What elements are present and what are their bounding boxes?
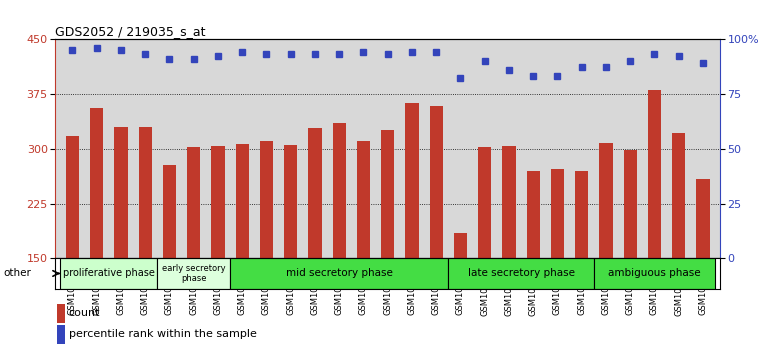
Bar [284,145,297,258]
Text: late secretory phase: late secretory phase [467,268,574,279]
Bar [624,150,637,258]
Bar [527,171,540,258]
Bar [672,133,685,258]
Bar [454,233,467,258]
Bar [381,130,394,258]
Bar [90,108,103,258]
Text: early secretory
phase: early secretory phase [162,264,226,283]
Bar [162,165,176,258]
Bar [308,128,322,258]
Bar [65,136,79,258]
Bar [139,127,152,258]
Bar [405,103,419,258]
Bar [448,258,594,289]
Bar [551,169,564,258]
Bar [211,147,225,258]
Bar [187,147,200,258]
Bar [114,127,128,258]
Bar [236,144,249,258]
Bar [478,147,491,258]
Text: other: other [4,268,32,279]
Text: count: count [69,308,100,318]
Bar [230,258,448,289]
Bar [599,143,613,258]
Bar [430,106,443,258]
Bar [696,179,710,258]
Bar [502,147,516,258]
Bar [60,258,157,289]
Bar [357,141,370,258]
Text: mid secretory phase: mid secretory phase [286,268,393,279]
Bar [648,90,661,258]
Bar [594,258,715,289]
Bar [58,325,65,344]
Bar [58,304,65,323]
Bar [259,141,273,258]
Text: proliferative phase: proliferative phase [63,268,155,279]
Text: percentile rank within the sample: percentile rank within the sample [69,330,256,339]
Bar [575,171,588,258]
Bar [333,123,346,258]
Text: ambiguous phase: ambiguous phase [608,268,701,279]
Bar [157,258,230,289]
Text: GDS2052 / 219035_s_at: GDS2052 / 219035_s_at [55,25,206,38]
